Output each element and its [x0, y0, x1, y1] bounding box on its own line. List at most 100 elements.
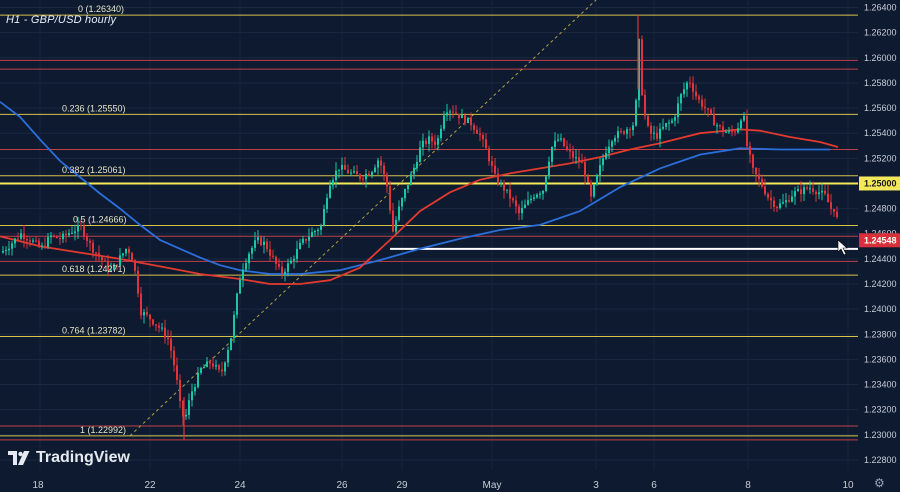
candle-body — [83, 225, 85, 237]
candle-body — [665, 123, 667, 127]
candle-body — [509, 189, 511, 199]
candle-body — [125, 248, 127, 254]
candle-body — [56, 235, 58, 239]
candle-body — [170, 339, 172, 351]
candle-body — [80, 225, 82, 227]
candle-body — [254, 240, 256, 248]
time-tick: 26 — [336, 480, 348, 491]
candle-body — [671, 120, 673, 123]
candle-body — [503, 182, 505, 191]
candle-body — [530, 198, 532, 201]
candle-body — [695, 91, 697, 97]
candle-body — [485, 139, 487, 149]
chart-title: H1 - GBP/USD hourly — [6, 14, 117, 26]
candle-body — [617, 131, 619, 138]
candle-body — [209, 361, 211, 364]
candle-body — [380, 160, 382, 166]
candle-body — [47, 237, 49, 247]
candle-body — [473, 125, 475, 130]
candle-body — [107, 260, 109, 271]
candle-body — [761, 178, 763, 187]
time-tick: 8 — [745, 480, 751, 491]
candle-body — [299, 242, 301, 249]
candle-body — [464, 114, 466, 124]
candle-body — [773, 200, 775, 207]
candle-body — [539, 193, 541, 195]
price-tick: 1.24000 — [864, 304, 897, 314]
candle-body — [815, 191, 817, 195]
price-tick: 1.23000 — [864, 430, 897, 440]
candle-body — [275, 256, 277, 264]
candle-body — [662, 126, 664, 129]
price-tick: 1.25800 — [864, 78, 897, 88]
candle-body — [596, 174, 598, 185]
candle-body — [524, 204, 526, 208]
moving-averages — [0, 101, 839, 285]
candle-body — [50, 235, 52, 238]
candle-body — [284, 271, 286, 274]
candle-body — [206, 361, 208, 367]
fib-label: 0.5 (1.24666) — [73, 214, 127, 224]
candle-body — [701, 99, 703, 107]
candle-body — [686, 82, 688, 90]
candle-body — [557, 139, 559, 141]
candle-body — [533, 197, 535, 199]
fib-label: 0.382 (1.25061) — [62, 165, 126, 175]
candle-body — [95, 252, 97, 254]
candle-body — [77, 225, 79, 232]
candle-body — [749, 145, 751, 155]
candle-body — [809, 188, 811, 190]
candle-body — [293, 258, 295, 261]
candle-body — [161, 327, 163, 329]
candle-body — [425, 140, 427, 144]
time-tick: 22 — [144, 480, 156, 491]
candle-body — [836, 211, 838, 218]
candle-body — [605, 153, 607, 159]
candle-body — [692, 83, 694, 92]
candle-body — [377, 160, 379, 168]
candle-body — [830, 202, 832, 209]
candle-body — [578, 157, 580, 163]
candle-body — [725, 131, 727, 133]
candle-body — [674, 117, 676, 121]
candle-body — [512, 198, 514, 201]
candle-body — [404, 189, 406, 199]
candle-body — [314, 231, 316, 233]
candle-body — [413, 167, 415, 175]
candle-body — [311, 232, 313, 237]
candle-body — [203, 366, 205, 369]
candle-body — [23, 233, 25, 240]
candle-body — [818, 192, 820, 195]
chart-settings-icon[interactable]: ⚙ — [874, 476, 885, 490]
price-tick: 1.23400 — [864, 380, 897, 390]
candle-body — [158, 325, 160, 328]
time-tick: 24 — [234, 480, 246, 491]
candle-body — [110, 270, 112, 272]
time-tick: 10 — [842, 480, 854, 491]
candle-body — [146, 312, 148, 315]
candle-body — [599, 165, 601, 175]
candle-body — [185, 414, 187, 417]
candle-body — [287, 263, 289, 272]
candle-body — [587, 176, 589, 183]
candle-body — [518, 206, 520, 214]
candle-body — [176, 365, 178, 380]
candle-body — [410, 174, 412, 186]
candle-body — [317, 229, 319, 232]
candle-body — [188, 400, 190, 415]
candle-body — [602, 158, 604, 166]
candle-body — [434, 141, 436, 145]
candle-body — [8, 248, 10, 251]
candle-body — [476, 129, 478, 134]
candle-body — [827, 193, 829, 203]
candle-body — [656, 132, 658, 139]
axes: 1.26400 1.26200 1.26000 1.25800 1.25600 1.254… — [32, 3, 900, 491]
candle-body — [104, 260, 106, 262]
candle-body — [782, 202, 784, 204]
candle-body — [281, 266, 283, 274]
candles — [2, 15, 838, 440]
candle-body — [755, 167, 757, 175]
time-tick: 6 — [651, 480, 657, 491]
